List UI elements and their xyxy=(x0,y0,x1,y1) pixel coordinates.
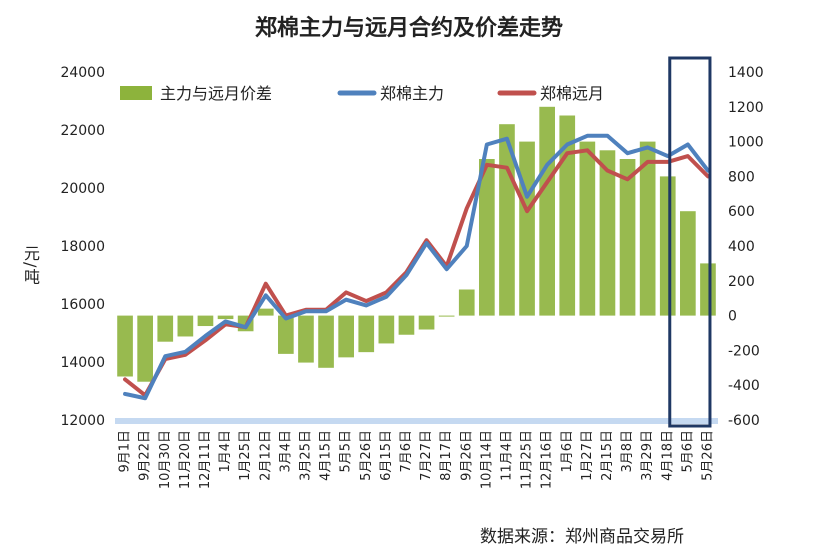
x-tick-label: 9月22日 xyxy=(138,430,153,481)
spread-bar xyxy=(318,315,334,368)
spread-bar xyxy=(298,315,314,363)
x-tick-label: 3月29日 xyxy=(640,430,655,481)
y-right-tick-label: 0 xyxy=(728,309,737,325)
x-tick-label: 2月15日 xyxy=(600,430,615,481)
spread-bar xyxy=(659,176,676,316)
x-tick-label: 1月25日 xyxy=(238,430,253,481)
x-tick-label: 11月25日 xyxy=(520,430,535,489)
y-left-tick-label: 18000 xyxy=(60,239,105,255)
x-tick-label: 4月18日 xyxy=(660,430,675,481)
x-tick-label: 5月6日 xyxy=(680,430,695,473)
spread-bar xyxy=(680,211,696,316)
x-tick-label: 10月14日 xyxy=(479,430,494,489)
x-axis-band xyxy=(115,418,718,424)
y-left-tick-label: 14000 xyxy=(60,355,105,371)
chart-title: 郑棉主力与远月合约及价差走势 xyxy=(254,15,563,41)
y-right-tick-label: -200 xyxy=(728,343,760,359)
y-left-tick-label: 22000 xyxy=(60,123,105,139)
y-right-tick-label: -600 xyxy=(728,413,760,429)
y-right-tick-label: 1000 xyxy=(728,135,764,151)
legend-swatch-bar xyxy=(120,86,152,100)
x-tick-label: 7月6日 xyxy=(399,430,414,473)
x-tick-label: 11月20日 xyxy=(178,430,193,489)
spread-bar xyxy=(358,315,375,353)
x-tick-label: 9月1日 xyxy=(118,430,133,473)
highlight-box xyxy=(668,56,712,428)
x-tick-label: 3月4日 xyxy=(278,430,293,473)
spread-bar xyxy=(700,263,716,316)
x-tick-label: 1月4日 xyxy=(218,430,233,473)
y-right-tick-label: -400 xyxy=(728,378,760,394)
y-left-tick-label: 24000 xyxy=(60,65,105,81)
y-right-tick-label: 600 xyxy=(728,204,755,220)
legend-label: 郑棉远月 xyxy=(540,84,604,103)
spread-bar xyxy=(378,315,395,344)
x-tick-label: 3月25日 xyxy=(298,430,313,481)
y-left-tick-label: 16000 xyxy=(60,297,105,313)
y-right-tick-label: 400 xyxy=(728,239,755,255)
spread-bar xyxy=(619,159,636,316)
spread-bar xyxy=(479,159,495,316)
x-tick-label: 2月12日 xyxy=(258,430,273,481)
x-tick-label: 5月5日 xyxy=(339,430,354,473)
spread-bar xyxy=(278,315,294,354)
spread-bar xyxy=(398,315,415,335)
spread-bar xyxy=(177,315,194,337)
spread-bar xyxy=(197,315,214,327)
spread-bar xyxy=(599,150,616,316)
spread-bar xyxy=(639,141,656,316)
y-left-tick-label: 12000 xyxy=(60,413,105,429)
x-tick-label: 7月27日 xyxy=(419,430,434,481)
spread-bar xyxy=(338,315,354,358)
y-right-tick-label: 1400 xyxy=(728,65,764,81)
y-axis-label-left: 元/吨 xyxy=(21,245,40,286)
x-tick-label: 5月26日 xyxy=(700,430,715,481)
x-tick-label: 11月4日 xyxy=(499,430,514,481)
spread-bar xyxy=(539,106,555,316)
x-tick-label: 12月16日 xyxy=(540,430,555,489)
spread-bar xyxy=(117,315,133,377)
spread-bar xyxy=(157,315,174,342)
x-tick-label: 3月8日 xyxy=(620,430,635,473)
spread-bar xyxy=(519,141,535,316)
legend-label: 主力与远月价差 xyxy=(160,84,272,103)
spread-bar xyxy=(257,308,274,316)
x-tick-label: 4月15日 xyxy=(319,430,334,481)
legend-label: 郑棉主力 xyxy=(380,84,444,103)
spread-bar xyxy=(438,315,455,317)
y-right-tick-label: 800 xyxy=(728,169,755,185)
y-right-tick-label: 200 xyxy=(728,274,755,290)
spread-bar xyxy=(458,289,475,316)
x-tick-label: 8月17日 xyxy=(439,430,454,481)
x-tick-label: 10月30日 xyxy=(158,430,173,489)
spread-bar xyxy=(418,315,435,330)
spread-bar xyxy=(137,315,153,382)
x-tick-label: 9月26日 xyxy=(459,430,474,481)
spread-bar xyxy=(217,315,234,320)
x-tick-label: 12月11日 xyxy=(198,430,213,489)
spread-bar xyxy=(579,141,596,316)
x-tick-label: 1月6日 xyxy=(560,430,575,473)
y-left-tick-label: 20000 xyxy=(60,181,105,197)
data-source-note: 数据来源：郑州商品交易所 xyxy=(480,527,684,547)
spread-bar xyxy=(559,115,576,316)
x-tick-label: 5月26日 xyxy=(359,430,374,481)
x-tick-label: 6月15日 xyxy=(379,430,394,481)
main-contract-line xyxy=(123,133,710,401)
x-tick-label: 1月27日 xyxy=(580,430,595,481)
y-right-tick-label: 1200 xyxy=(728,100,764,116)
